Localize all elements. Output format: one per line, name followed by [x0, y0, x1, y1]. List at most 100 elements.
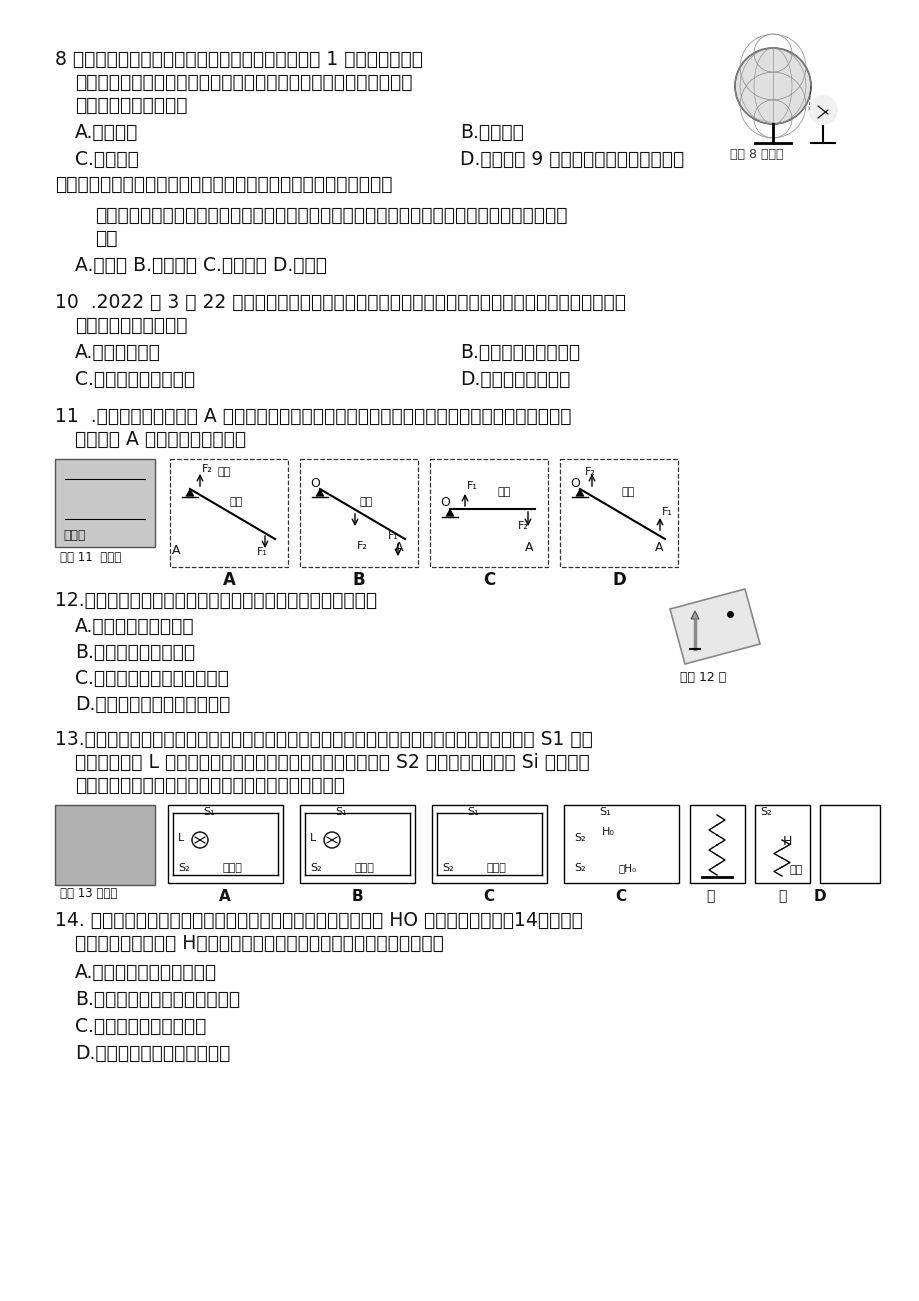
Text: （第 12 题: （第 12 题	[679, 671, 725, 684]
Text: S₁: S₁	[203, 807, 214, 817]
Text: 才会发声提示还车成功。下列电路图符合以上原理的是: 才会发声提示还车成功。下列电路图符合以上原理的是	[75, 775, 345, 795]
Text: C: C	[482, 889, 494, 904]
Text: S₂: S₂	[573, 833, 585, 843]
Bar	[55, 805, 154, 885]
Text: S₂: S₂	[573, 863, 585, 873]
Bar	[819, 805, 879, 883]
Text: 出口: 出口	[218, 467, 231, 477]
Text: （第 13 题图）: （第 13 题图）	[60, 887, 118, 900]
Text: 10  .2022 年 3 月 22 日，中国宇航员在中国空间站为全国青少年上了一堂「天宫课堂」。下列实验在: 10 .2022 年 3 月 22 日，中国宇航员在中国空间站为全国青少年上了一…	[55, 293, 625, 312]
Text: A: A	[172, 544, 180, 557]
Text: D.验证阿基米德原理: D.验证阿基米德原理	[460, 369, 570, 389]
Text: 筷子盒: 筷子盒	[62, 530, 85, 543]
Text: 蜂鸣器: 蜂鸣器	[355, 863, 374, 873]
Text: O: O	[570, 477, 579, 490]
Text: 表示按下 A 处时杠杆示意图的是: 表示按下 A 处时杠杆示意图的是	[75, 431, 246, 449]
Text: D: D	[812, 889, 825, 904]
Circle shape	[808, 96, 836, 124]
Bar	[300, 459, 417, 567]
Polygon shape	[446, 509, 453, 516]
Text: A: A	[222, 571, 235, 589]
Text: H₀: H₀	[601, 827, 614, 837]
Polygon shape	[690, 611, 698, 619]
Text: S₁: S₁	[467, 807, 478, 817]
Text: 8 将一盏电灯放在桌子中央代表太阳，在离电灯大约 1 米远的桌边放一: 8 将一盏电灯放在桌子中央代表太阳，在离电灯大约 1 米远的桌边放一	[55, 49, 423, 69]
Text: D.月相变化 9 新冠疫情期间，某商场入口: D.月相变化 9 新冠疫情期间，某商场入口	[460, 150, 684, 169]
Bar	[55, 459, 154, 546]
Text: D.平面镜向蜡烛方向水平移动: D.平面镜向蜡烛方向水平移动	[75, 695, 230, 714]
Text: F₂: F₂	[357, 541, 368, 552]
Text: B: B	[351, 889, 362, 904]
Text: A: A	[525, 541, 533, 554]
Bar	[432, 805, 547, 883]
Text: 个地球仪代表地球，拨动地球仪模拟地球自转运动（如图），该实验: 个地球仪代表地球，拨动地球仪模拟地球自转运动（如图），该实验	[75, 73, 412, 92]
Text: C.木块的机械能逐渐增大: C.木块的机械能逐渐增大	[75, 1017, 206, 1036]
Bar	[300, 805, 414, 883]
Text: A.平面镜向右水平移动: A.平面镜向右水平移动	[75, 617, 195, 636]
Text: 蜂鸣器: 蜂鸣器	[486, 863, 506, 873]
Text: A.弹簧的弹性势能逐渐增大: A.弹簧的弹性势能逐渐增大	[75, 963, 217, 982]
Text: B.观察者向平面镜靠近: B.观察者向平面镜靠近	[75, 643, 195, 662]
Text: 中的: 中的	[95, 229, 118, 248]
Polygon shape	[315, 489, 323, 496]
Text: D.木块的机械能先增大后不变: D.木块的机械能先增大后不变	[75, 1043, 230, 1063]
Bar	[563, 805, 678, 883]
Text: （第 8 题图）: （第 8 题图）	[729, 148, 783, 161]
Text: 筷子: 筷子	[621, 487, 634, 497]
Text: 12.如图所示，在平面镜成像实验中，下列能改变像的位置的是: 12.如图所示，在平面镜成像实验中，下列能改变像的位置的是	[55, 591, 377, 610]
Text: 块将上升到最大高度 H（如图乙）。若摩擦忽略不计，则木块上升过程中: 块将上升到最大高度 H（如图乙）。若摩擦忽略不计，则木块上升过程中	[75, 934, 443, 954]
Text: S₂: S₂	[310, 863, 322, 873]
Text: D: D	[611, 571, 625, 589]
Bar	[689, 805, 744, 883]
Text: （第 11  题图）: （第 11 题图）	[60, 552, 121, 565]
Text: 14. 一中间有孔的木块套有光滑杆，用手将该木块按压至距桌面 HO 处（如图甲）（第14题图）木: 14. 一中间有孔的木块套有光滑杆，用手将该木块按压至距桌面 HO 处（如图甲）…	[55, 911, 583, 930]
Text: L: L	[177, 833, 184, 843]
Text: 空间站能正常完成的是: 空间站能正常完成的是	[75, 316, 187, 334]
Text: 鸣器: 鸣器	[789, 865, 802, 876]
Text: F₁: F₁	[388, 531, 399, 541]
Text: A: A	[654, 541, 663, 554]
Bar	[170, 459, 288, 567]
Text: 能够演示的地理现象是: 能够演示的地理现象是	[75, 96, 187, 114]
Text: A.粗盐提纯实验: A.粗盐提纯实验	[75, 343, 161, 362]
Polygon shape	[669, 589, 759, 664]
Text: H: H	[782, 835, 791, 848]
Text: A: A	[394, 541, 403, 554]
Text: 甲: 甲	[705, 889, 713, 903]
Text: 筷子: 筷子	[230, 497, 243, 507]
Text: S₁: S₁	[598, 807, 610, 817]
Text: A: A	[219, 889, 231, 904]
Bar	[168, 805, 283, 883]
Text: C.探究凸透镜成像规律: C.探究凸透镜成像规律	[75, 369, 195, 389]
Text: O: O	[310, 477, 320, 490]
Text: 筷子: 筷子	[359, 497, 373, 507]
Bar	[429, 459, 548, 567]
Text: B.用天平测量物体质量: B.用天平测量物体质量	[460, 343, 580, 362]
Text: C: C	[615, 889, 626, 904]
Text: S₂: S₂	[177, 863, 189, 873]
Text: O: O	[439, 496, 449, 509]
Text: A.感受器 B.神经中枢 C.传出神经 D.效应器: A.感受器 B.神经中枢 C.传出神经 D.效应器	[75, 256, 326, 275]
Text: 蜂鸣器: 蜂鸣器	[222, 863, 243, 873]
Circle shape	[734, 48, 811, 124]
Text: 乙: 乙	[777, 889, 786, 903]
Text: A.昼夜更替: A.昼夜更替	[75, 124, 138, 142]
Text: C.在像和平面镜之间放一木板: C.在像和平面镜之间放一木板	[75, 669, 229, 688]
Text: 车上的照明灯 L 就会息灯或亮起。使用者归还头盔后，头盔锁 S2 闭合，再闭合车锁 Si 后蜂鸣器: 车上的照明灯 L 就会息灯或亮起。使用者归还头盔后，头盔锁 S2 闭合，再闭合车…	[75, 753, 589, 771]
Text: L: L	[310, 833, 316, 843]
Bar	[754, 805, 809, 883]
Text: 处放置了一测温机器人。当人靠近时，该机器人能感应到人体体温，: 处放置了一测温机器人。当人靠近时，该机器人能感应到人体体温，	[55, 176, 392, 194]
Text: B.弹簧的弹性势能先增大后不变: B.弹簧的弹性势能先增大后不变	[75, 990, 240, 1010]
Text: 筷子: 筷子	[497, 487, 511, 497]
Text: S₁: S₁	[335, 807, 346, 817]
Text: F₁: F₁	[662, 507, 672, 516]
Text: 11  .如图所示筷子盒，在 A 处施加向下的力时，筷子会从出口滚出。忽略筷子的压力，以下能正确: 11 .如图所示筷子盒，在 A 处施加向下的力时，筷子会从出口滚出。忽略筷子的压…	[55, 407, 571, 425]
Text: 13.近日温州各地正在进行共享电单车整治活动，采用了一体化式还车设计。当断开或闭合车锁 S1 时，: 13.近日温州各地正在进行共享电单车整治活动，采用了一体化式还车设计。当断开或闭…	[55, 730, 592, 749]
Text: 通过内部结构转化为具体的信号并显示在屏幕上。机器人感应人体体温的结构类似于人体反射弧: 通过内部结构转化为具体的信号并显示在屏幕上。机器人感应人体体温的结构类似于人体反…	[95, 206, 567, 225]
Text: 蜂H₀: 蜂H₀	[618, 863, 637, 873]
Text: B.板块运动: B.板块运动	[460, 124, 523, 142]
Polygon shape	[186, 489, 194, 496]
Text: C.四季更替: C.四季更替	[75, 150, 139, 169]
Text: B: B	[352, 571, 365, 589]
Text: F₂: F₂	[202, 464, 212, 474]
